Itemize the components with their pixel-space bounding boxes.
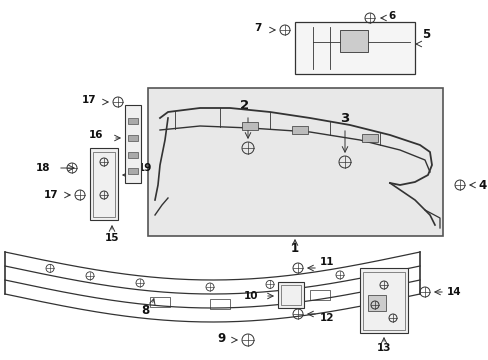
Text: 3: 3 — [340, 112, 349, 125]
Bar — [278, 282, 304, 308]
Text: 19: 19 — [138, 163, 152, 173]
Text: 2: 2 — [240, 99, 249, 112]
Bar — [150, 297, 170, 307]
Bar — [128, 168, 138, 174]
Bar — [128, 152, 138, 158]
Bar — [281, 285, 301, 305]
Text: 4: 4 — [477, 179, 485, 192]
Text: 18: 18 — [36, 163, 50, 173]
Text: 6: 6 — [387, 11, 394, 21]
Bar — [242, 122, 258, 130]
Text: 17: 17 — [81, 95, 96, 105]
Bar — [209, 299, 229, 309]
Text: 15: 15 — [104, 233, 119, 243]
Bar — [291, 126, 307, 134]
Text: 13: 13 — [376, 343, 390, 353]
Text: 10: 10 — [243, 291, 258, 301]
Text: 14: 14 — [446, 287, 461, 297]
Bar — [294, 22, 414, 74]
Text: 17: 17 — [43, 190, 58, 200]
Bar — [125, 105, 141, 183]
Bar — [362, 272, 404, 330]
Text: 1: 1 — [290, 242, 299, 255]
Bar — [339, 30, 367, 52]
Bar — [148, 88, 442, 236]
Text: 11: 11 — [319, 257, 334, 267]
Text: 7: 7 — [254, 23, 262, 33]
Bar — [309, 290, 329, 300]
Bar — [367, 295, 385, 311]
Bar — [93, 152, 115, 217]
Bar — [359, 268, 407, 333]
Text: 9: 9 — [217, 332, 225, 345]
Bar — [361, 134, 377, 142]
Bar — [128, 118, 138, 124]
Text: 5: 5 — [421, 27, 429, 41]
Bar — [128, 135, 138, 141]
Bar — [369, 279, 389, 289]
Text: 12: 12 — [319, 313, 334, 323]
Text: 8: 8 — [141, 303, 149, 316]
Bar — [90, 148, 118, 220]
Text: 16: 16 — [88, 130, 103, 140]
